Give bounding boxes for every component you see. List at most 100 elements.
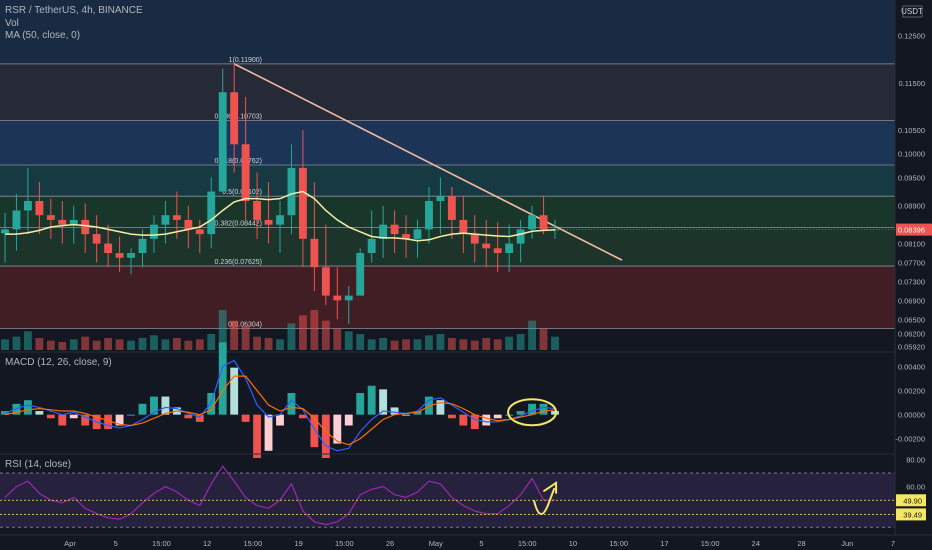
candle-body [1,229,9,234]
time-tick-label: 28 [797,539,805,548]
volume-bar [138,338,147,350]
volume-bar [551,336,559,350]
volume-bar [470,340,479,350]
time-tick-label: 19 [294,539,302,548]
price-candles[interactable] [1,63,559,324]
macd-pane[interactable] [0,342,895,459]
candle-body [23,201,32,211]
price-tick-label: 0.08900 [898,202,925,211]
volume-bar [69,339,78,350]
volume-bar [356,334,365,350]
fib-zone-0.5 [0,196,895,228]
fib-label-0.618: 0.618(0.09762) [215,158,262,165]
fib-label-0.236: 0.236(0.07625) [215,259,262,266]
candle-body [367,238,376,254]
time-tick-label: 15:00 [609,539,628,548]
fib-zone-1 [0,63,895,121]
rsi-pane[interactable] [0,453,895,528]
time-tick-label: 15:00 [335,539,354,548]
volume-bar [23,331,32,350]
candle-body [127,253,135,258]
candle-body [150,224,158,239]
volume-bar [1,339,9,350]
volume-bar [92,340,101,350]
volume-bar [402,339,410,350]
macd-legend[interactable]: MACD (12, 26, close, 9) [5,357,112,368]
trendline[interactable] [233,63,623,261]
candle-body [58,219,67,225]
fib-zone-0.618 [0,164,895,197]
time-tick-label: 15:00 [243,539,262,548]
macd-histogram-bar [81,414,90,426]
symbol-legend[interactable]: RSR / TetherUS, 4h, BINANCE [5,5,143,16]
macd-histogram-bar [516,411,525,415]
fib-label-0.382: 0.382(0.08442) [215,220,262,227]
macd-histogram-bar [69,414,78,419]
ma-legend[interactable]: MA (50, close, 0) [5,30,81,41]
volume-bar [344,331,353,350]
time-tick-label: May [429,539,443,548]
candle-body [35,201,44,216]
candle-body [379,224,388,239]
volume-bar [321,320,330,350]
fib-zone-0.382 [0,227,895,267]
rsi-legend[interactable]: RSI (14, close) [5,459,72,470]
candle-body [207,191,216,235]
volume-bar [425,335,433,350]
macd-histogram-bar [58,414,67,426]
volume-bar [264,338,273,350]
moving-average [5,190,556,242]
volume-bar [81,336,90,350]
candle-body [505,243,514,254]
candle-body [92,234,101,244]
time-tick-label: 5 [114,539,118,548]
macd-histogram-bar [230,367,239,415]
macd-histogram-bar [115,414,124,426]
volume-bar [115,339,124,350]
candle-body [253,201,262,220]
volume-bar [390,340,399,350]
trendline-line [233,63,623,261]
volume-bar [127,340,135,350]
hand-drawn-annotations[interactable] [507,398,558,515]
time-tick-label: 12 [203,539,211,548]
vol-legend[interactable]: Vol [5,18,19,29]
volume-bar [459,339,468,350]
volume-bar [333,328,342,350]
macd-histogram-bar [528,403,537,415]
macd-histogram-bar [551,411,559,415]
macd-tick-label: 0.00400 [898,362,925,371]
volume-bar [230,320,239,350]
macd-histogram-bar [482,414,491,426]
macd-histogram-bar [46,414,55,419]
candle-body [356,253,365,296]
macd-histogram-bar [184,414,193,419]
price-tick-label: 0.11500 [898,79,925,88]
currency-label: USDT [901,7,923,16]
macd-histogram-bar [379,389,388,415]
volume-bar [12,336,21,350]
macd-tick-label: 0.00000 [898,411,925,420]
macd-histogram-bar [287,392,296,415]
macd-histogram-bar [104,414,113,430]
candle-body [482,243,491,249]
volume-bar [46,340,55,350]
volume-bar [241,326,250,350]
candle-body [230,92,239,145]
macd-histogram-bar [195,414,204,422]
price-tick-label: 0.10000 [898,150,925,159]
time-tick-label: Apr [64,539,76,548]
macd-histogram-bar [470,414,479,430]
macd-tick-label: -0.00200 [895,435,925,444]
price-tick-label: 0.09500 [898,173,925,182]
volume-bar [367,339,376,350]
candle-body [425,201,433,230]
fibonacci-retracement[interactable]: 1(0.11900) 0.786(0.10703) 0.618(0.09762) 0.… [0,0,895,329]
macd-histogram-bar [459,414,468,426]
volume-bar [516,334,525,350]
candle-body [115,253,124,258]
last-price-label: 0.08396 [898,226,925,235]
fib-zone-upper [0,0,895,64]
candle-body [516,229,525,244]
